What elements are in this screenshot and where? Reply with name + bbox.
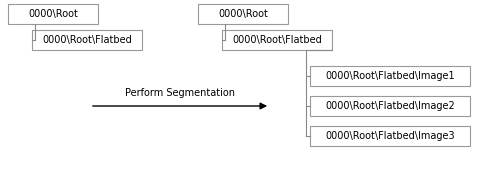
FancyBboxPatch shape [310, 66, 470, 86]
FancyBboxPatch shape [222, 30, 332, 50]
Text: Perform Segmentation: Perform Segmentation [125, 88, 235, 98]
Text: 0000\Root\Flatbed: 0000\Root\Flatbed [42, 35, 132, 45]
Text: 0000\Root\Flatbed\Image1: 0000\Root\Flatbed\Image1 [325, 71, 455, 81]
FancyBboxPatch shape [310, 126, 470, 146]
Text: 0000\Root\Flatbed\Image3: 0000\Root\Flatbed\Image3 [325, 131, 455, 141]
FancyBboxPatch shape [198, 4, 288, 24]
Text: 0000\Root\Flatbed: 0000\Root\Flatbed [232, 35, 322, 45]
Text: 0000\Root\Flatbed\Image2: 0000\Root\Flatbed\Image2 [325, 101, 455, 111]
FancyBboxPatch shape [8, 4, 98, 24]
FancyBboxPatch shape [310, 96, 470, 116]
FancyBboxPatch shape [32, 30, 142, 50]
Text: 0000\Root: 0000\Root [28, 9, 78, 19]
Text: 0000\Root: 0000\Root [218, 9, 268, 19]
